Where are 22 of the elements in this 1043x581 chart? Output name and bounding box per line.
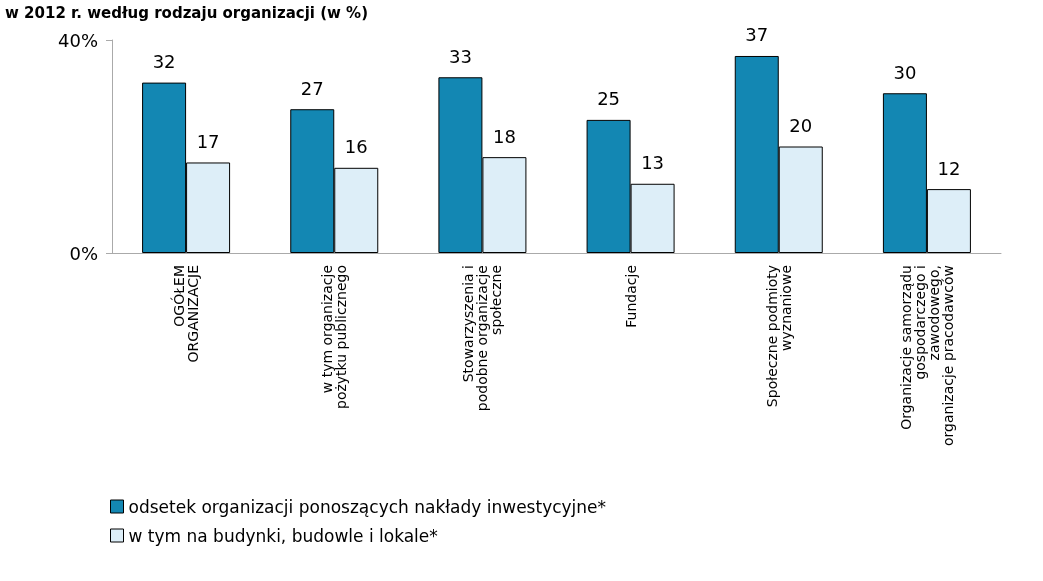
data-label: 27 bbox=[300, 77, 324, 99]
legend-label: w tym na budynki, budowle i lokale* bbox=[128, 525, 438, 546]
data-label: 32 bbox=[152, 51, 176, 73]
data-label: 16 bbox=[344, 136, 368, 158]
x-tick-label: OGÓŁEM ORGANIZACJE bbox=[170, 265, 202, 363]
y-tick-label: 40% bbox=[57, 29, 98, 51]
data-label: 30 bbox=[893, 61, 917, 83]
data-label: 18 bbox=[492, 125, 516, 147]
y-tick-label: 0% bbox=[69, 242, 98, 264]
data-label: 37 bbox=[745, 24, 769, 46]
data-label: 13 bbox=[641, 152, 665, 174]
x-tick-label: w tym organizacje pożytku publicznego bbox=[319, 265, 350, 409]
legend-label: odsetek organizacji ponoszących nakłady inwestycyjne* bbox=[128, 496, 607, 517]
chart-title: w 2012 r. według rodzaju organizacji (w %) bbox=[5, 3, 368, 22]
data-label: 20 bbox=[789, 115, 813, 136]
x-tick-label: Fundacje bbox=[622, 265, 639, 328]
x-tick-label: Społeczne podmioty wyznaniowe bbox=[763, 265, 794, 408]
x-tick-label: Stowarzyszenia i podobne organizacje społeczne bbox=[460, 265, 505, 412]
data-label: 25 bbox=[597, 88, 621, 110]
data-label: 33 bbox=[448, 45, 472, 67]
data-label: 17 bbox=[196, 130, 220, 152]
data-label: 12 bbox=[937, 157, 961, 179]
